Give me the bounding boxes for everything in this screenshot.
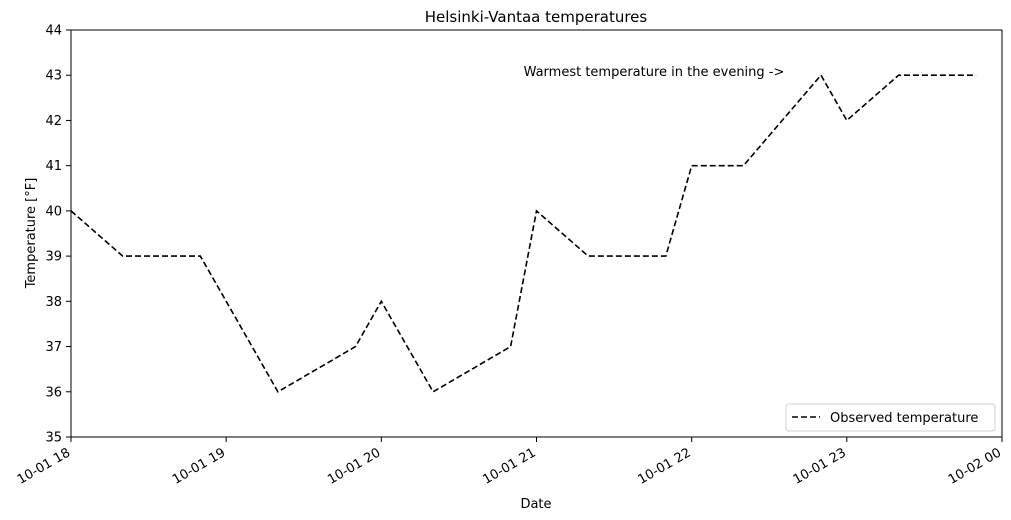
- y-tick-label: 40: [45, 204, 62, 219]
- x-tick-label: 10-01 23: [791, 445, 849, 487]
- y-tick-label: 42: [45, 114, 62, 129]
- chart-annotation: Warmest temperature in the evening ->: [524, 65, 785, 80]
- x-tick-label: 10-02 00: [946, 445, 1004, 487]
- y-axis-label: Temperature [°F]: [24, 178, 39, 290]
- y-tick-label: 36: [45, 385, 62, 400]
- y-tick-label: 41: [45, 159, 62, 174]
- y-tick-label: 39: [45, 250, 62, 265]
- y-tick-label: 44: [45, 24, 62, 39]
- x-tick-label: 10-01 18: [15, 445, 73, 487]
- legend-box: [785, 403, 996, 432]
- x-tick-label: 10-01 22: [636, 445, 694, 487]
- y-axis: 35 36 37 38 39 40 41 42 43 44: [45, 24, 71, 446]
- x-axis: 10-01 18 10-01 19 10-01 20 10-01 21 10-01 22…: [15, 437, 1004, 488]
- x-tick-label: 10-01 21: [480, 445, 538, 487]
- legend-entry-observed-temperature: Observed temperature: [830, 411, 978, 426]
- chart-title: Helsinki-Vantaa temperatures: [425, 8, 648, 26]
- y-tick-label: 43: [45, 69, 62, 84]
- legend[interactable]: Observed temperature: [785, 403, 996, 432]
- y-tick-label: 38: [45, 295, 62, 310]
- plot-frame: [70, 29, 1003, 438]
- x-tick-label: 10-01 19: [170, 445, 228, 487]
- y-tick-label: 37: [45, 340, 62, 355]
- x-axis-label: Date: [520, 497, 551, 512]
- series-line-observed-temperature: [70, 73, 977, 393]
- x-tick-label: 10-01 20: [325, 445, 383, 487]
- y-tick-label: 35: [45, 431, 62, 446]
- plot-area: [70, 73, 977, 393]
